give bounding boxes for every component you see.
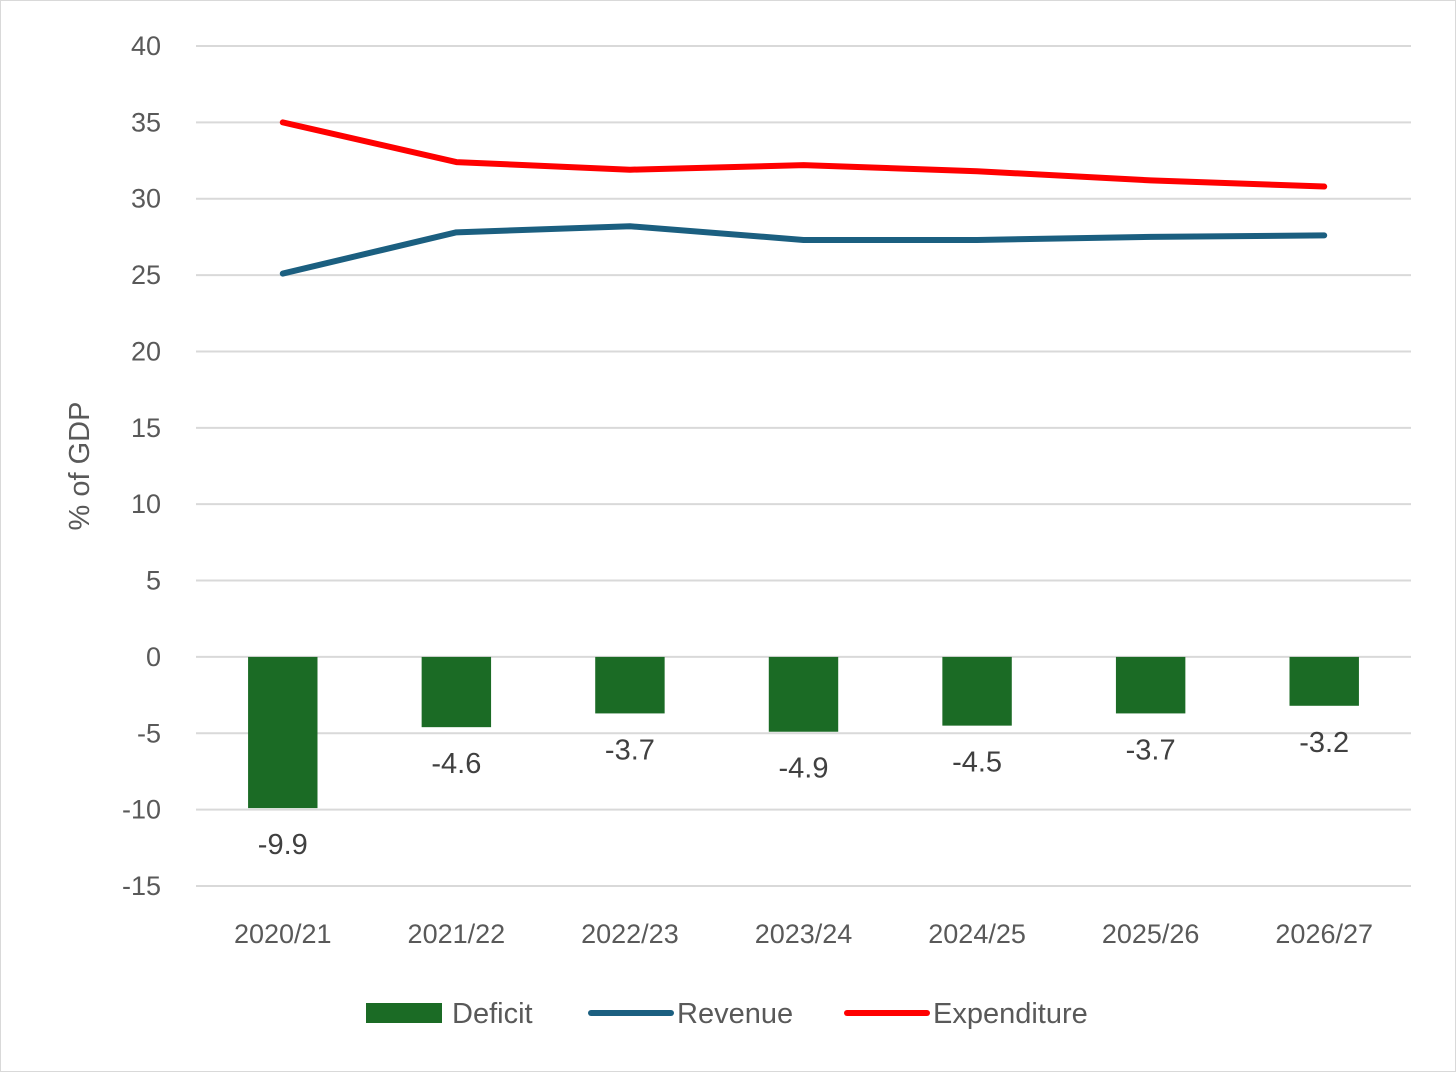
- y-tick-label: -15: [122, 871, 161, 901]
- deficit-data-label: -3.7: [1126, 734, 1176, 766]
- deficit-data-label: -3.2: [1299, 727, 1349, 759]
- x-tick-label: 2022/23: [581, 919, 679, 949]
- legend-item-revenue: Revenue: [588, 998, 793, 1030]
- legend-swatch: [366, 1003, 442, 1023]
- deficit-bar: [768, 656, 839, 732]
- y-tick-label: 15: [131, 413, 161, 443]
- deficit-data-label: -4.6: [431, 748, 481, 780]
- data-labels: -9.9 -4.6 -3.7 -4.9 -4.5 -3.7 -3.2: [258, 727, 1349, 861]
- legend-label: Deficit: [452, 998, 533, 1030]
- y-tick-label: 20: [131, 336, 161, 366]
- deficit-bar: [595, 656, 665, 714]
- revenue-line: [279, 223, 1328, 277]
- deficit-data-label: -4.5: [952, 747, 1002, 779]
- x-tick-label: 2024/25: [928, 919, 1026, 949]
- legend-label: Revenue: [677, 998, 793, 1030]
- deficit-bars: [248, 656, 1359, 809]
- y-tick-label: 40: [131, 31, 161, 61]
- y-tick-label: 5: [146, 566, 161, 596]
- x-tick-label: 2026/27: [1275, 919, 1373, 949]
- legend-label: Expenditure: [933, 998, 1088, 1030]
- y-tick-label: 0: [146, 642, 161, 672]
- deficit-data-label: -9.9: [258, 829, 308, 861]
- deficit-bar: [1289, 656, 1359, 706]
- deficit-data-label: -4.9: [779, 753, 829, 785]
- x-tick-label: 2021/22: [408, 919, 506, 949]
- y-tick-label: 30: [131, 184, 161, 214]
- y-tick-label: 25: [131, 260, 161, 290]
- y-tick-label: -10: [122, 795, 161, 825]
- deficit-bar: [421, 656, 492, 728]
- series-lines: [279, 119, 1328, 277]
- y-tick-label: -5: [137, 718, 161, 748]
- y-axis-title: % of GDP: [64, 402, 96, 531]
- x-tick-label: 2025/26: [1102, 919, 1200, 949]
- y-tick-label: 35: [131, 107, 161, 137]
- x-tick-label: 2020/21: [234, 919, 332, 949]
- deficit-bar: [1115, 656, 1186, 714]
- x-tick-label: 2023/24: [755, 919, 853, 949]
- y-axis-tick-labels: 40 35 30 25 20 15 10 5 0 -5 -10 -15: [122, 31, 161, 901]
- deficit-data-label: -3.7: [605, 734, 655, 766]
- legend-item-expenditure: Expenditure: [844, 998, 1088, 1030]
- expenditure-line: [279, 119, 1328, 190]
- x-axis-tick-labels: 2020/21 2021/22 2022/23 2023/24 2024/25 2025/…: [234, 919, 1373, 949]
- deficit-bar: [942, 656, 1012, 726]
- deficit-bar: [248, 656, 318, 809]
- legend-item-deficit: Deficit: [366, 998, 533, 1030]
- legend: Deficit Revenue Expenditure: [366, 998, 1088, 1030]
- y-tick-label: 10: [131, 489, 161, 519]
